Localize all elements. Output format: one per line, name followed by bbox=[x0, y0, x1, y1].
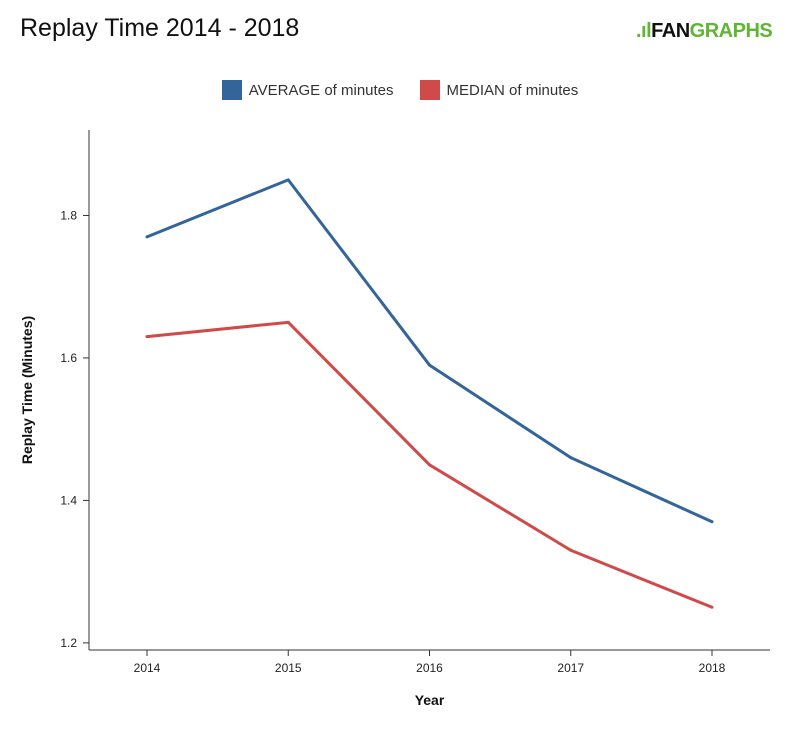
data-point bbox=[145, 335, 149, 339]
x-axis-label: Year bbox=[415, 692, 445, 708]
data-point bbox=[286, 178, 290, 182]
legend-swatch-average bbox=[221, 80, 242, 100]
legend-swatch-median bbox=[419, 80, 440, 100]
x-tick-label: 2016 bbox=[416, 661, 443, 675]
data-point bbox=[428, 463, 431, 467]
x-tick-label: 2018 bbox=[699, 661, 726, 675]
data-point bbox=[569, 456, 573, 460]
x-tick-label: 2014 bbox=[134, 661, 161, 675]
chart-title: Replay Time 2014 - 2018 bbox=[20, 14, 300, 42]
data-point bbox=[286, 320, 290, 324]
logo-fan: FAN bbox=[651, 20, 690, 42]
data-point bbox=[710, 520, 714, 524]
y-tick-label: 1.4 bbox=[60, 493, 77, 507]
data-point bbox=[569, 548, 573, 552]
fangraphs-logo: .ılFANGRAPHS bbox=[636, 20, 773, 43]
legend-label-average: AVERAGE of minutes bbox=[248, 81, 394, 99]
legend-item-average[interactable]: AVERAGE of minutes bbox=[221, 80, 394, 100]
y-axis-label: Replay Time (Minutes) bbox=[19, 316, 35, 464]
data-point bbox=[428, 363, 431, 367]
data-point bbox=[145, 235, 149, 239]
series-line-average bbox=[146, 178, 713, 524]
legend-item-median[interactable]: MEDIAN of minutes bbox=[419, 80, 579, 100]
logo-graphs: GRAPHS bbox=[689, 20, 773, 42]
x-tick-label: 2017 bbox=[557, 661, 584, 675]
y-tick-label: 1.6 bbox=[60, 351, 77, 365]
x-tick-label: 2015 bbox=[275, 661, 302, 675]
legend: AVERAGE of minutes MEDIAN of minutes bbox=[0, 80, 800, 100]
y-tick-label: 1.8 bbox=[60, 208, 77, 222]
logo-bars-icon: .ıl bbox=[636, 20, 652, 42]
data-point bbox=[710, 605, 714, 609]
legend-label-median: MEDIAN of minutes bbox=[446, 81, 579, 99]
y-tick-label: 1.2 bbox=[60, 636, 77, 650]
